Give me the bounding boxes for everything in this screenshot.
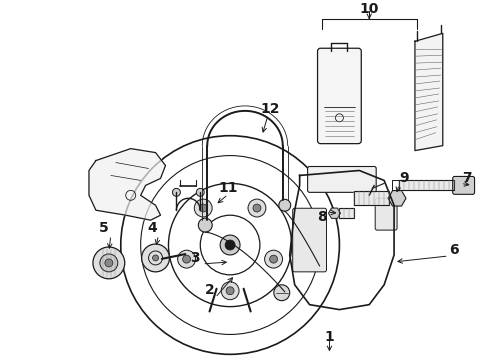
- FancyBboxPatch shape: [375, 198, 397, 230]
- Text: 12: 12: [260, 102, 280, 116]
- Circle shape: [274, 285, 290, 301]
- FancyBboxPatch shape: [308, 167, 376, 192]
- FancyBboxPatch shape: [318, 48, 361, 144]
- Text: 4: 4: [147, 221, 157, 235]
- Text: 3: 3: [191, 251, 200, 265]
- Circle shape: [270, 255, 277, 263]
- Polygon shape: [340, 208, 354, 218]
- Text: 7: 7: [462, 171, 471, 185]
- FancyBboxPatch shape: [453, 176, 475, 194]
- Text: 2: 2: [205, 283, 215, 297]
- Polygon shape: [415, 33, 443, 150]
- Polygon shape: [354, 192, 389, 205]
- Circle shape: [93, 247, 125, 279]
- Circle shape: [183, 255, 191, 263]
- Text: 11: 11: [219, 181, 238, 195]
- Text: 9: 9: [399, 171, 409, 185]
- Circle shape: [265, 250, 283, 268]
- Circle shape: [142, 244, 170, 272]
- Circle shape: [172, 188, 180, 196]
- Circle shape: [196, 188, 204, 196]
- Circle shape: [152, 255, 159, 261]
- Circle shape: [226, 287, 234, 295]
- Circle shape: [194, 199, 212, 217]
- Circle shape: [199, 204, 207, 212]
- Circle shape: [221, 282, 239, 300]
- Circle shape: [220, 235, 240, 255]
- Polygon shape: [399, 180, 454, 190]
- Text: 8: 8: [317, 210, 326, 224]
- Circle shape: [105, 259, 113, 267]
- Text: 5: 5: [99, 221, 109, 235]
- Text: 6: 6: [449, 243, 459, 257]
- Circle shape: [225, 240, 235, 250]
- Circle shape: [279, 199, 291, 211]
- Circle shape: [100, 254, 118, 272]
- Polygon shape: [89, 149, 166, 220]
- Text: 10: 10: [360, 3, 379, 17]
- Circle shape: [253, 204, 261, 212]
- Circle shape: [178, 250, 196, 268]
- Text: 1: 1: [324, 330, 334, 345]
- FancyBboxPatch shape: [293, 208, 326, 272]
- Circle shape: [198, 218, 212, 232]
- Circle shape: [248, 199, 266, 217]
